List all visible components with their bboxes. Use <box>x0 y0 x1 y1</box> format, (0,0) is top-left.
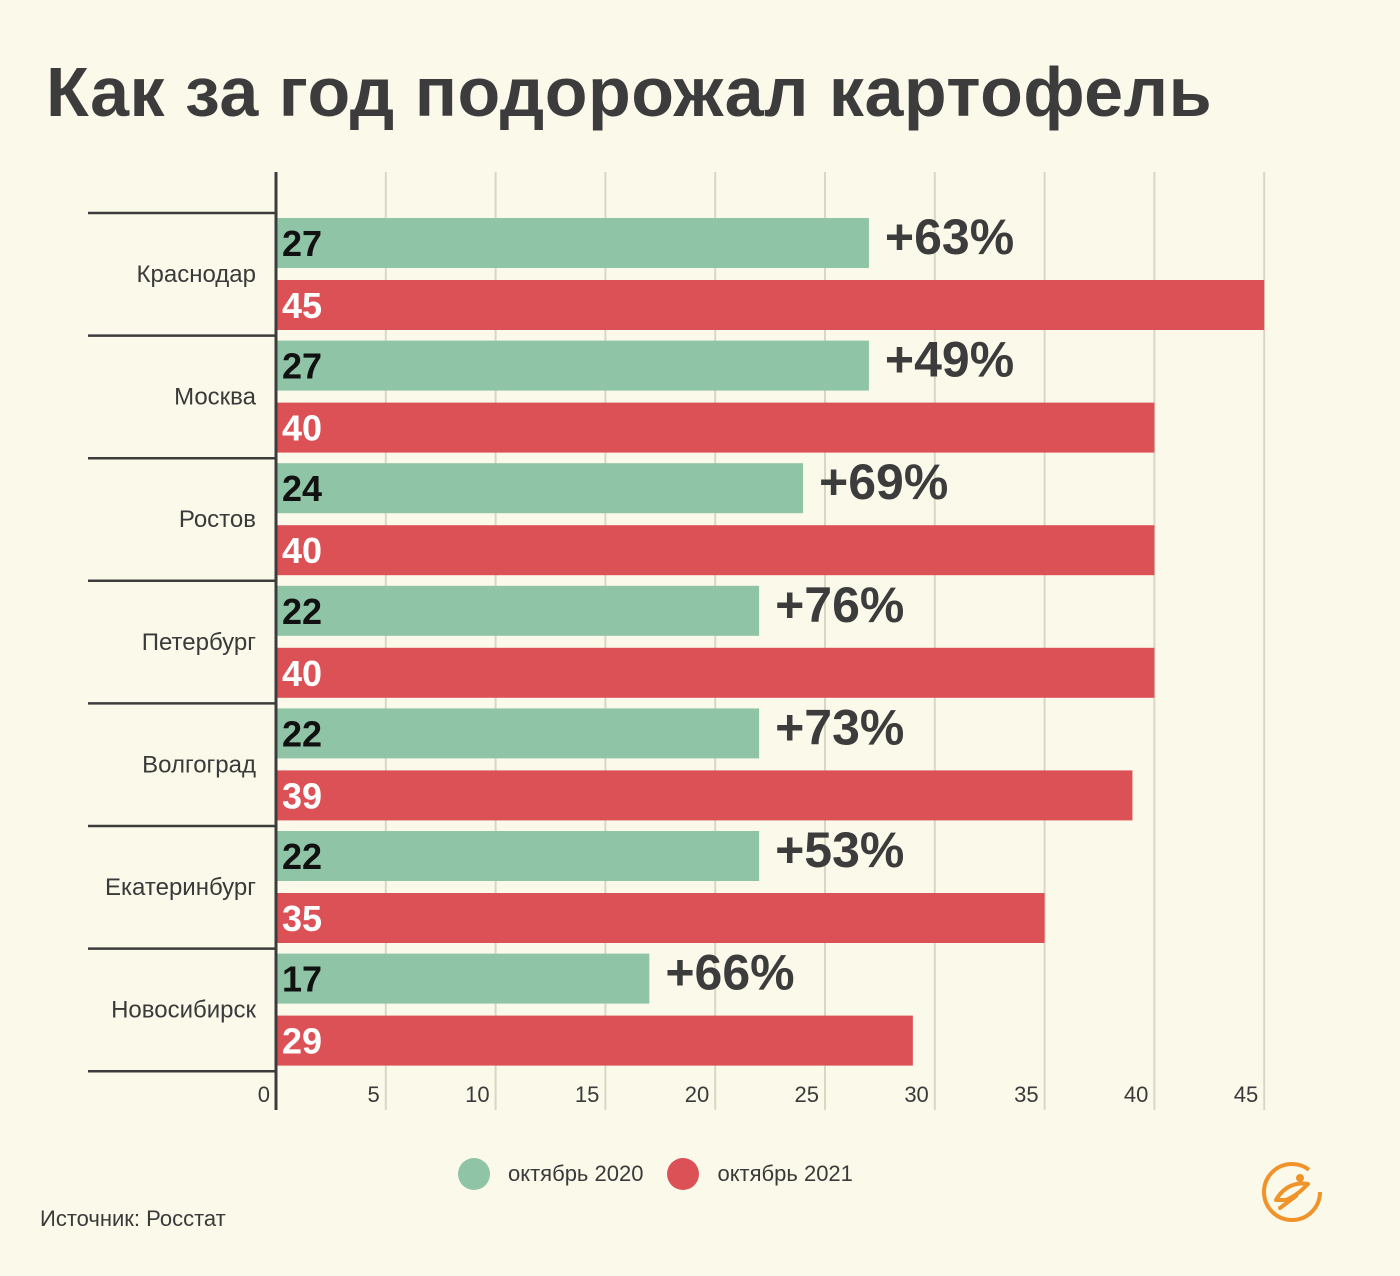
bar-2020 <box>276 953 650 1004</box>
bar-2020 <box>276 708 760 759</box>
legend-swatch-2020 <box>458 1158 490 1190</box>
change-annotation: +66% <box>665 945 794 1001</box>
data-label-2020: 17 <box>282 959 322 1000</box>
bar-2021 <box>276 647 1155 698</box>
x-tick-label: 30 <box>904 1082 928 1107</box>
data-label-2020: 24 <box>282 468 322 509</box>
source-note: Источник: Росстат <box>40 1206 226 1231</box>
legend-item-2020: октябрь 2020 <box>458 1158 643 1190</box>
x-tick-label: 45 <box>1234 1082 1258 1107</box>
change-annotation: +76% <box>775 577 904 633</box>
data-label-2021: 29 <box>282 1021 322 1062</box>
data-label-2020: 22 <box>282 591 322 632</box>
data-label-2020: 22 <box>282 713 322 754</box>
change-annotation: +73% <box>775 699 904 755</box>
bar-2020 <box>276 340 869 391</box>
data-label-2021: 39 <box>282 775 322 816</box>
legend-item-2021: октябрь 2021 <box>667 1158 853 1190</box>
data-label-2020: 27 <box>282 346 322 387</box>
bar-2020 <box>276 831 760 881</box>
category-label: Ростов <box>179 506 256 533</box>
x-tick-label: 15 <box>575 1082 599 1107</box>
bird-in-circle-logo-icon <box>1262 1162 1322 1222</box>
x-tick-label: 20 <box>685 1082 709 1107</box>
bar-2021 <box>276 1015 913 1066</box>
change-annotation: +53% <box>775 822 904 878</box>
category-label: Краснодар <box>137 261 256 288</box>
legend: октябрь 2020 октябрь 2021 <box>458 1158 877 1190</box>
change-annotation: +69% <box>819 454 948 510</box>
change-annotation: +49% <box>885 332 1014 388</box>
bar-2021 <box>276 770 1133 821</box>
category-label: Волгоград <box>142 751 256 778</box>
data-label-2021: 40 <box>282 408 322 449</box>
legend-label-2020: октябрь 2020 <box>508 1161 644 1186</box>
category-label: Москва <box>174 384 257 411</box>
bar-2021 <box>276 280 1265 330</box>
bar-2020 <box>276 585 760 636</box>
x-tick-label: 10 <box>465 1082 489 1107</box>
bar-chart: 0 5 10 15 20 25 30 35 40 45 27 45 +63% Краснодар 27 40 +… <box>88 172 1266 1110</box>
bar-2020 <box>276 218 869 268</box>
data-label-2021: 45 <box>282 285 322 326</box>
bar-2020 <box>276 463 804 514</box>
legend-swatch-2021 <box>667 1158 700 1190</box>
x-tick-label: 25 <box>795 1082 819 1107</box>
category-label: Екатеринбург <box>105 874 256 901</box>
category-label: Петербург <box>142 629 257 656</box>
bar-2021 <box>276 893 1045 943</box>
chart-title: Как за год подорожал картофель <box>46 53 1213 131</box>
category-label: Новосибирск <box>111 997 256 1024</box>
data-label-2020: 27 <box>282 223 322 264</box>
x-tick-label: 35 <box>1014 1082 1038 1107</box>
change-annotation: +63% <box>885 209 1014 265</box>
x-tick-label: 40 <box>1124 1082 1148 1107</box>
legend-label-2021: октябрь 2021 <box>717 1161 853 1186</box>
data-label-2021: 40 <box>282 653 322 694</box>
x-tick-label: 0 <box>258 1082 270 1107</box>
data-label-2021: 40 <box>282 530 322 571</box>
data-label-2021: 35 <box>282 898 322 939</box>
bar-2021 <box>276 525 1155 576</box>
data-label-2020: 22 <box>282 836 322 877</box>
x-tick-label: 5 <box>368 1082 380 1107</box>
bar-2021 <box>276 402 1155 453</box>
